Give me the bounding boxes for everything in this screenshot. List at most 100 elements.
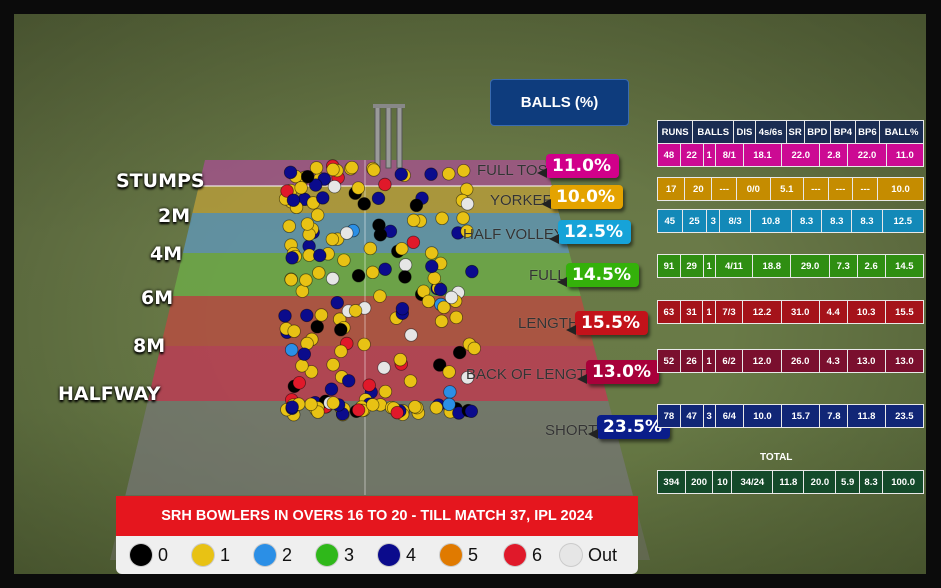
- stats-cell: 1: [702, 300, 716, 324]
- stats-cell: 7.3: [828, 254, 858, 278]
- ball-marker: [404, 328, 418, 342]
- ball-marker: [372, 218, 386, 232]
- ball-marker: [316, 191, 330, 205]
- ball-marker: [340, 226, 354, 240]
- pct-tag-back-of-length: 13.0%: [577, 360, 659, 384]
- ball-marker: [324, 382, 339, 396]
- ball-marker: [284, 343, 299, 357]
- stats-cell: 15.7: [781, 404, 821, 428]
- stats-row-back-of-length: 52 26 1 6/2 12.0 26.0 4.3 13.0 13.0: [657, 349, 925, 373]
- ball-marker: [308, 178, 323, 192]
- legend-swatch: [560, 544, 582, 566]
- stats-cell: 8.3: [851, 209, 883, 233]
- ball-marker: [282, 219, 296, 233]
- ball-marker: [395, 301, 410, 316]
- stats-header-dis: DIS: [733, 120, 756, 144]
- pct-tag-full: 14.5%: [557, 263, 639, 287]
- ball-marker: [309, 161, 324, 175]
- stats-cell: 13.0: [884, 349, 925, 373]
- length-zone-5: [147, 346, 609, 401]
- stats-cell: 34/24: [731, 470, 774, 494]
- stats-cell: 7/3: [714, 300, 744, 324]
- ball-marker: [444, 290, 459, 305]
- stats-cell: 0/0: [736, 177, 771, 201]
- stats-cell: ---: [827, 177, 854, 201]
- stats-header-runs: RUNS: [656, 120, 694, 144]
- ball-marker: [377, 361, 391, 375]
- ball-marker: [283, 165, 298, 180]
- stats-cell: 20: [684, 177, 713, 201]
- ball-marker: [378, 177, 392, 192]
- ball-marker: [300, 217, 315, 231]
- balls-percent-header: BALLS (%): [490, 79, 629, 126]
- ball-marker: [304, 397, 318, 411]
- stats-cell: 63: [657, 300, 681, 324]
- ball-marker: [327, 179, 342, 194]
- stats-cell: 91: [657, 254, 681, 278]
- ball-marker: [348, 304, 363, 318]
- ball-marker: [292, 376, 306, 390]
- ball-marker: [326, 162, 340, 177]
- ball-marker: [357, 337, 371, 352]
- stats-row-half-volley: 45 25 3 8/3 10.8 8.3 8.3 8.3 12.5: [657, 209, 925, 233]
- ball-marker: [334, 344, 348, 359]
- ball-marker: [433, 358, 447, 372]
- stats-cell: 394: [657, 470, 686, 494]
- ball-marker: [449, 310, 463, 325]
- ball-marker: [378, 384, 393, 399]
- stats-cell: ---: [711, 177, 738, 201]
- ball-marker: [299, 273, 313, 287]
- ball-marker: [460, 224, 474, 238]
- ball-marker: [365, 398, 380, 412]
- stats-header-bp4: BP4: [830, 120, 856, 144]
- stats-cell: 8/3: [719, 209, 751, 233]
- legend-item-3: 3: [316, 543, 354, 567]
- ball-marker: [378, 262, 392, 276]
- ball-marker: [286, 193, 301, 207]
- distance-label-halfway: HALFWAY: [58, 383, 161, 405]
- distance-label-6m: 6M: [141, 287, 174, 309]
- stats-cell: 18.8: [752, 254, 792, 278]
- stats-row-yorker: 17 20 --- 0/0 5.1 --- --- --- 10.0: [656, 177, 924, 201]
- ball-marker: [460, 197, 475, 211]
- ball-marker: [421, 294, 436, 309]
- distance-label-4m: 4M: [150, 243, 183, 265]
- ball-marker: [442, 167, 456, 181]
- stats-row-full: 91 29 1 4/11 18.8 29.0 7.3 2.6 14.5: [657, 254, 925, 278]
- legend-swatch: [504, 544, 526, 566]
- stats-cell: 6/4: [714, 404, 744, 428]
- legend-item-5: 5: [440, 543, 478, 567]
- ball-marker: [310, 208, 325, 222]
- ball-marker: [409, 198, 424, 213]
- ball-marker: [326, 271, 340, 286]
- ball-marker: [314, 308, 329, 322]
- legend-label: 5: [468, 544, 479, 565]
- ball-marker: [313, 248, 327, 263]
- stats-row-total: 394 200 10 34/24 11.8 20.0 5.9 8.3 100.0: [657, 470, 924, 494]
- stats-header-4s6s: 4s/6s: [754, 120, 787, 144]
- stats-cell: 22.0: [847, 143, 887, 167]
- legend-label: 4: [406, 544, 417, 565]
- legend-swatch: [316, 544, 338, 566]
- stats-cell: 6/2: [714, 349, 744, 373]
- stats-cell: 10.0: [877, 177, 924, 201]
- ball-marker: [460, 182, 474, 197]
- stats-cell: 8/1: [714, 143, 744, 167]
- ball-marker: [295, 284, 310, 298]
- legend-swatch: [130, 544, 152, 566]
- ball-marker: [406, 235, 421, 249]
- stats-cell: 78: [657, 404, 681, 428]
- legend-swatch: [192, 544, 214, 566]
- ball-marker: [294, 181, 308, 195]
- ball-marker: [408, 400, 422, 414]
- stats-cell: 48: [657, 143, 681, 167]
- stats-cell: 25: [681, 209, 708, 233]
- total-label: TOTAL: [760, 452, 793, 463]
- stats-row-full-toss: 48 22 1 8/1 18.1 22.0 2.8 22.0 11.0: [657, 143, 925, 167]
- ball-marker: [345, 160, 359, 175]
- legend-label: 3: [344, 544, 355, 565]
- stats-cell: 18.1: [742, 143, 783, 167]
- ball-marker: [434, 314, 449, 328]
- ball-marker: [393, 352, 408, 367]
- ball-marker: [357, 197, 371, 211]
